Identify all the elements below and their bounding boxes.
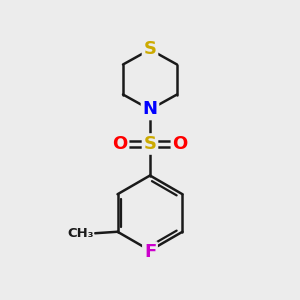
Text: O: O [112,135,128,153]
Text: CH₃: CH₃ [67,227,94,240]
Text: N: N [142,100,158,118]
Text: S: S [143,135,157,153]
Text: S: S [143,40,157,58]
Text: O: O [172,135,188,153]
Text: F: F [144,243,156,261]
